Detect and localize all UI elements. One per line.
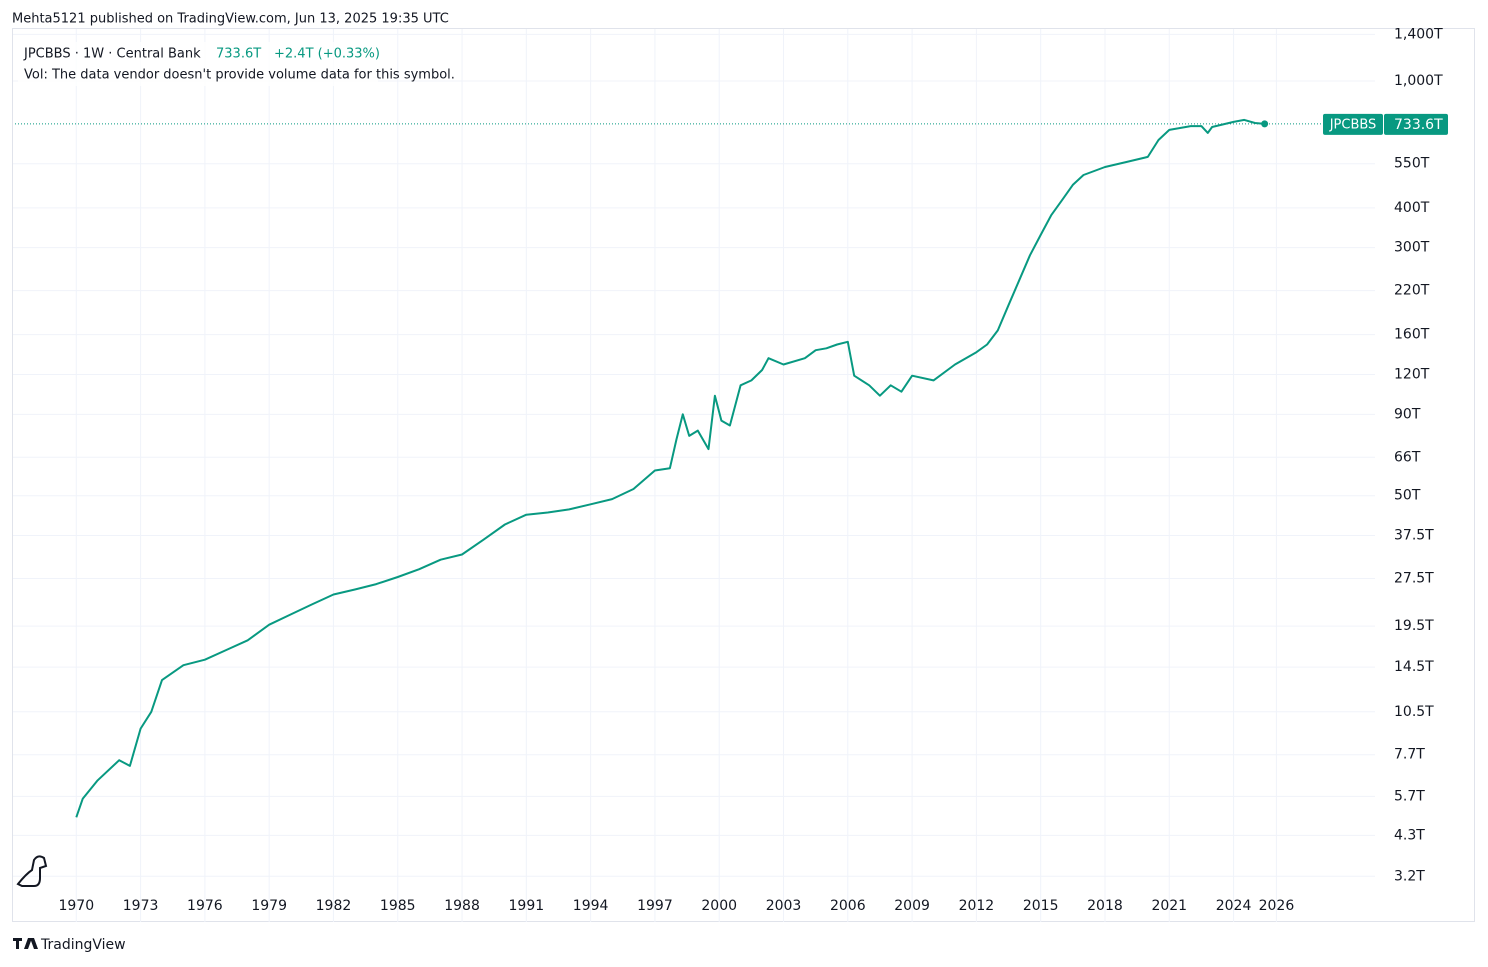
price-tag-symbol: JPCBBS — [1329, 117, 1377, 132]
x-tick-label: 1979 — [251, 898, 287, 914]
plot-area — [13, 118, 1375, 818]
price-tag-value-bg — [1384, 113, 1448, 135]
last-point — [1261, 120, 1269, 128]
volume-note: Vol: The data vendor doesn't provide vol… — [24, 68, 455, 83]
x-tick-label: 2018 — [1087, 898, 1123, 914]
legend-title: JPCBBS · 1W · Central Bank — [23, 47, 201, 62]
legend-bg — [18, 42, 378, 86]
x-tick-label: 2009 — [894, 898, 930, 914]
y-tick-label: 220T — [1394, 283, 1430, 299]
series-line — [75, 118, 1265, 818]
y-tick-label: 1,400T — [1394, 26, 1443, 42]
y-tick-label: 7.7T — [1394, 747, 1425, 763]
y-tick-label: 50T — [1394, 488, 1421, 504]
y-tick-label: 160T — [1394, 327, 1430, 343]
x-tick-label: 1997 — [637, 898, 673, 914]
y-tick-label: 550T — [1394, 156, 1430, 172]
brand-logo — [13, 938, 38, 949]
x-tick-label: 2024 — [1216, 898, 1252, 914]
y-tick-label: 4.3T — [1394, 827, 1425, 843]
x-tick-label: 2026 — [1259, 898, 1295, 914]
x-tick-label: 2015 — [1023, 898, 1059, 914]
x-tick-label: 1976 — [187, 898, 223, 914]
axes: 1970 1973 1976 1979 1982 1985 1988 1991 1994 1997… — [58, 26, 1448, 914]
x-tick-label: 1982 — [316, 898, 352, 914]
y-tick-label: 5.7T — [1394, 788, 1425, 804]
y-tick-label: 19.5T — [1394, 618, 1434, 634]
grid — [13, 29, 1375, 922]
y-tick-label: 37.5T — [1394, 528, 1434, 544]
x-tick-label: 1985 — [380, 898, 416, 914]
y-tick-label: 120T — [1394, 367, 1430, 383]
legend-last: 733.6T — [216, 47, 261, 62]
price-tag-symbol-bg — [1323, 113, 1383, 135]
chart-frame — [12, 28, 1475, 922]
brand: TradingView — [40, 937, 126, 953]
price-tag-value: 733.6T — [1394, 117, 1443, 133]
x-tick-label: 1988 — [444, 898, 480, 914]
x-tick-label: 2012 — [959, 898, 995, 914]
published-note: Mehta5121 published on TradingView.com, … — [12, 12, 449, 27]
x-tick-label: 2021 — [1151, 898, 1187, 914]
y-tick-label: 14.5T — [1394, 659, 1434, 675]
x-tick-label: 1970 — [58, 898, 94, 914]
y-tick-label: 3.2T — [1394, 868, 1425, 884]
y-tick-label: 300T — [1394, 240, 1430, 256]
y-tick-label: 1,000T — [1394, 73, 1443, 89]
x-tick-label: 2000 — [701, 898, 737, 914]
x-tick-label: 1991 — [509, 898, 545, 914]
x-tick-label: 2006 — [830, 898, 866, 914]
y-tick-label: 66T — [1394, 449, 1421, 465]
x-tick-label: 2003 — [766, 898, 802, 914]
y-tick-label: 400T — [1394, 200, 1430, 216]
y-tick-label: 90T — [1394, 406, 1421, 422]
legend-change: +2.4T (+0.33%) — [274, 47, 380, 62]
x-tick-label: 1994 — [573, 898, 609, 914]
x-tick-label: 1973 — [123, 898, 159, 914]
y-tick-label: 10.5T — [1394, 704, 1434, 720]
watermark-icon — [16, 855, 48, 887]
y-tick-label: 27.5T — [1394, 570, 1434, 586]
